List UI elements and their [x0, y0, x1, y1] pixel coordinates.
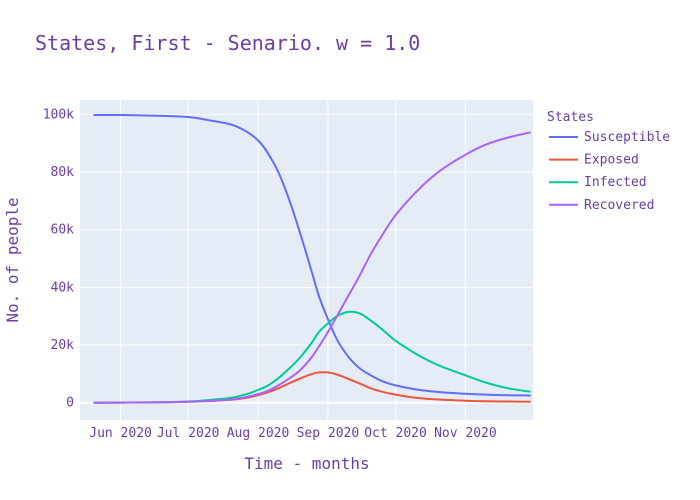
x-tick-label: Nov 2020 — [434, 426, 497, 441]
x-tick-label: Aug 2020 — [227, 426, 290, 441]
x-gridlines — [120, 100, 466, 420]
y-tick-label: 40k — [51, 280, 75, 295]
legend-item-infected: Infected — [584, 175, 647, 190]
y-tick-label: 80k — [51, 165, 75, 180]
series-line-susceptible — [93, 113, 531, 397]
y-tick-label: 20k — [51, 338, 75, 353]
legend: States Susceptible Exposed Infected Recover… — [547, 110, 670, 213]
x-axis-title: Time - months — [244, 454, 369, 473]
plot-area — [80, 100, 533, 420]
series-line-recovered — [93, 131, 531, 404]
legend-title: States — [547, 110, 594, 125]
series-lines — [93, 113, 531, 404]
x-tick-label: Oct 2020 — [364, 426, 427, 441]
legend-item-recovered: Recovered — [584, 198, 654, 213]
legend-item-exposed: Exposed — [584, 153, 639, 168]
y-tick-label: 100k — [43, 107, 74, 122]
y-tick-labels: 0 20k 40k 60k 80k 100k — [43, 107, 74, 410]
series-line-infected — [93, 310, 531, 404]
x-tick-label: Jul 2020 — [157, 426, 220, 441]
x-tick-label: Sep 2020 — [297, 426, 360, 441]
x-tick-label: Jun 2020 — [89, 426, 152, 441]
y-tick-label: 0 — [66, 396, 74, 411]
x-tick-labels: Jun 2020 Jul 2020 Aug 2020 Sep 2020 Oct 2020… — [89, 426, 496, 441]
y-tick-label: 60k — [51, 223, 75, 238]
chart-title: States, First - Senario. w = 1.0 — [35, 31, 420, 55]
legend-item-susceptible: Susceptible — [584, 130, 670, 145]
y-axis-title: No. of people — [3, 197, 22, 322]
